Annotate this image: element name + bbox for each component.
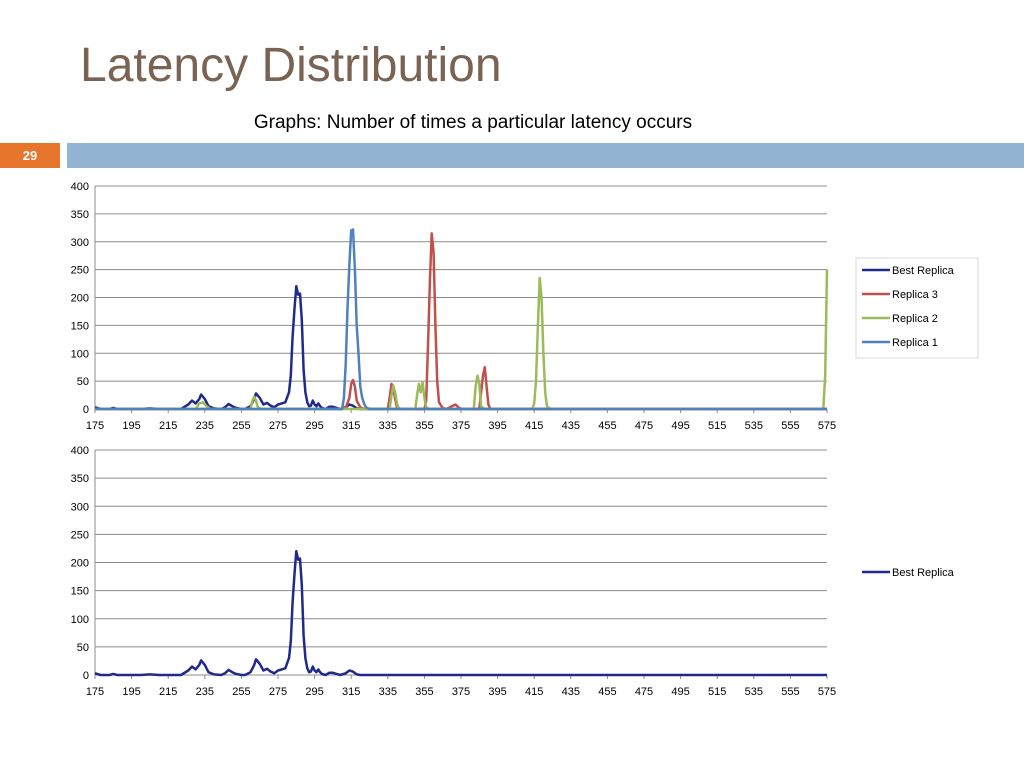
x-tick-label: 535 [745,420,763,432]
latency-chart-best-replica: 0 50 100 150 200 250 300 350 400 175 195 215 235 255 2… [71,445,955,698]
y-tick-label: 200 [71,558,89,570]
x-tick-label: 275 [269,686,287,698]
x-tick-label: 235 [196,686,214,698]
x-tick-label: 335 [379,420,397,432]
x-tick-label: 415 [525,420,543,432]
x-tick-label: 495 [671,686,689,698]
y-tick-label: 150 [71,586,89,598]
x-tick-label: 255 [232,420,250,432]
legend-label-replica-3: Replica 3 [892,289,938,301]
x-tick-label: 235 [196,420,214,432]
series-line-replica-2 [95,269,829,411]
x-tick-label: 195 [122,686,140,698]
series-line-replica-1 [95,228,827,411]
x-tick-label: 415 [525,686,543,698]
x-tick-label: 275 [269,420,287,432]
x-tick-label: 255 [232,686,250,698]
y-tick-label: 100 [71,614,89,626]
x-tick-label: 395 [488,686,506,698]
x-tick-label: 515 [708,420,726,432]
x-tick-label: 195 [122,420,140,432]
x-tick-label: 455 [598,686,616,698]
y-tick-label: 150 [71,320,89,332]
y-tick-label: 350 [71,473,89,485]
x-tick-label: 215 [159,686,177,698]
y-tick-label: 100 [71,348,89,360]
legend-label-replica-1: Replica 1 [892,337,938,349]
series-line-replica-3 [95,232,827,411]
x-tick-label: 315 [342,420,360,432]
x-tick-label: 455 [598,420,616,432]
x-tick-label: 435 [562,420,580,432]
x-tick-label: 395 [488,420,506,432]
x-tick-label: 555 [781,420,799,432]
header-bar [67,143,1024,168]
y-tick-label: 400 [71,445,89,457]
x-tick-label: 575 [818,420,836,432]
y-tick-label: 300 [71,237,89,249]
slide-number: 29 [0,143,60,168]
y-tick-label: 250 [71,529,89,541]
legend-label-best-replica: Best Replica [892,567,955,579]
y-tick-label: 50 [77,642,89,654]
latency-chart-all-replicas: 0 50 100 150 200 250 300 350 400 175 195 215 235 255 2… [71,181,979,432]
x-tick-label: 215 [159,420,177,432]
legend-label-best-replica: Best Replica [892,265,955,277]
x-tick-label: 495 [671,420,689,432]
slide-title: Latency Distribution [80,39,502,92]
y-tick-label: 300 [71,501,89,513]
series-line-best-replica [94,285,827,411]
x-tick-label: 295 [305,420,323,432]
x-tick-label: 575 [818,686,836,698]
x-tick-label: 295 [305,686,323,698]
y-tick-label: 350 [71,209,89,221]
x-tick-label: 315 [342,686,360,698]
x-tick-label: 175 [86,420,104,432]
x-tick-label: 375 [452,686,470,698]
x-tick-label: 535 [745,686,763,698]
x-tick-label: 435 [562,686,580,698]
x-tick-label: 475 [635,686,653,698]
y-tick-label: 50 [77,376,89,388]
x-tick-label: 475 [635,420,653,432]
x-tick-label: 175 [86,686,104,698]
slide-subtitle: Graphs: Number of times a particular lat… [253,112,693,133]
x-tick-label: 355 [415,686,433,698]
y-tick-label: 0 [83,404,89,416]
y-tick-label: 200 [71,293,89,305]
x-tick-label: 355 [415,420,433,432]
y-tick-label: 400 [71,181,89,193]
x-tick-label: 515 [708,686,726,698]
series-line-best-replica [94,549,827,677]
x-tick-label: 555 [781,686,799,698]
x-tick-label: 335 [379,686,397,698]
legend-label-replica-2: Replica 2 [892,313,938,325]
y-tick-label: 250 [71,265,89,277]
y-tick-label: 0 [83,670,89,682]
x-tick-label: 375 [452,420,470,432]
